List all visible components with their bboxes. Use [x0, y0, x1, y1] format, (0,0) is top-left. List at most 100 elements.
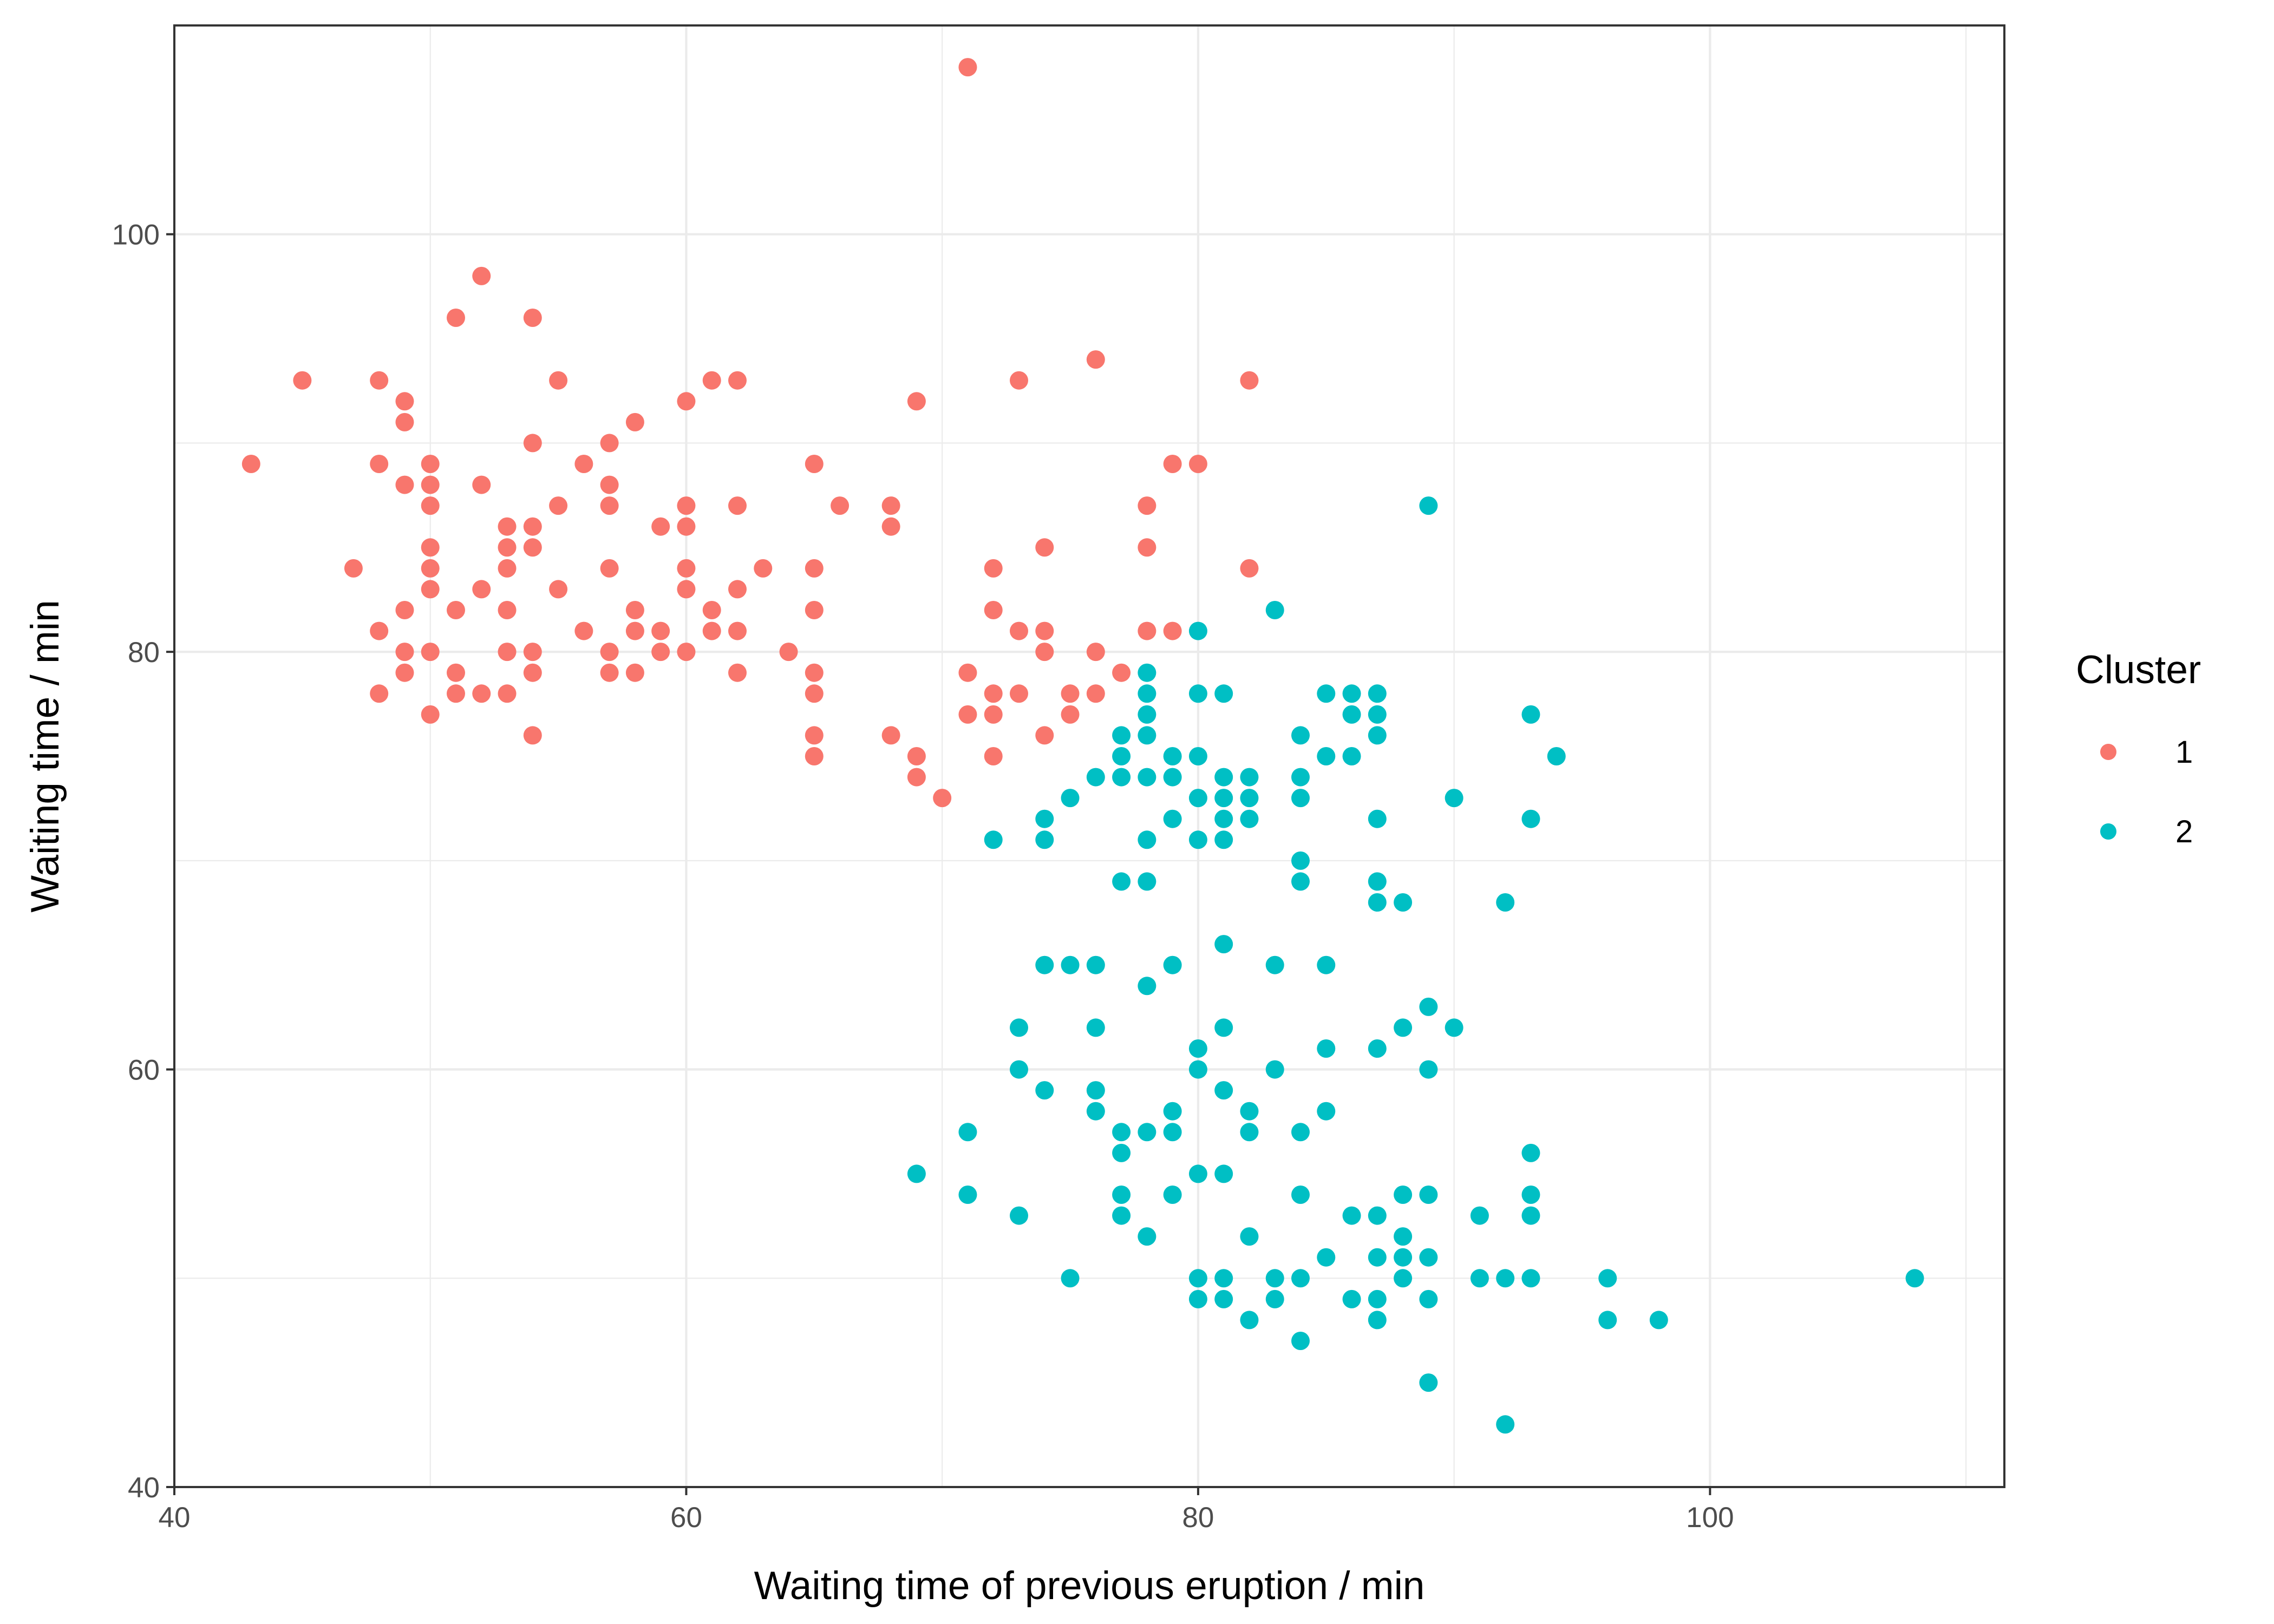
point-cluster-2	[1445, 1018, 1463, 1037]
point-cluster-1	[728, 663, 747, 682]
point-cluster-2	[1368, 1039, 1387, 1058]
point-cluster-2	[1214, 1164, 1233, 1183]
point-cluster-1	[523, 517, 542, 536]
point-cluster-1	[1138, 496, 1156, 515]
point-cluster-2	[1394, 893, 1413, 912]
point-cluster-2	[1138, 1227, 1156, 1246]
point-cluster-1	[421, 643, 440, 662]
point-cluster-2	[1291, 851, 1310, 870]
point-cluster-2	[1112, 1206, 1131, 1225]
point-cluster-2	[1342, 1289, 1361, 1308]
point-cluster-1	[1035, 726, 1054, 745]
point-cluster-1	[1188, 455, 1207, 473]
point-cluster-2	[1317, 747, 1336, 765]
point-cluster-2	[1163, 747, 1182, 765]
point-cluster-1	[984, 559, 1003, 578]
point-cluster-1	[754, 559, 773, 578]
point-cluster-2	[1138, 830, 1156, 849]
legend-key-cluster-1	[2100, 744, 2116, 760]
point-cluster-1	[574, 455, 593, 473]
point-cluster-1	[395, 475, 414, 494]
point-cluster-2	[1086, 955, 1105, 974]
point-cluster-2	[1188, 789, 1207, 808]
point-cluster-1	[549, 496, 568, 515]
point-cluster-2	[1112, 747, 1131, 765]
point-cluster-2	[1214, 830, 1233, 849]
legend-label-cluster-1: 1	[2175, 735, 2193, 770]
point-cluster-2	[1368, 726, 1387, 745]
point-cluster-1	[805, 726, 824, 745]
point-cluster-1	[1086, 643, 1105, 662]
point-cluster-2	[1419, 1186, 1438, 1204]
y-tick-label: 100	[112, 219, 160, 251]
point-cluster-1	[1035, 538, 1054, 557]
point-cluster-2	[1419, 1373, 1438, 1392]
point-cluster-1	[549, 371, 568, 390]
point-cluster-2	[1163, 1102, 1182, 1121]
point-cluster-2	[1163, 1186, 1182, 1204]
point-cluster-2	[1291, 1332, 1310, 1350]
point-cluster-2	[1291, 768, 1310, 787]
point-cluster-1	[1163, 621, 1182, 640]
point-cluster-2	[1138, 1123, 1156, 1142]
point-cluster-1	[370, 684, 389, 703]
point-cluster-1	[677, 392, 696, 411]
point-cluster-2	[1547, 747, 1566, 765]
point-cluster-2	[1010, 1060, 1028, 1079]
legend-label-cluster-2: 2	[2175, 814, 2193, 849]
point-cluster-1	[1086, 684, 1105, 703]
point-cluster-1	[421, 705, 440, 724]
point-cluster-1	[447, 684, 465, 703]
point-cluster-1	[1035, 643, 1054, 662]
point-cluster-2	[1061, 1269, 1080, 1288]
point-cluster-1	[933, 789, 952, 808]
point-cluster-2	[1496, 1415, 1515, 1434]
point-cluster-1	[831, 496, 850, 515]
point-cluster-2	[1342, 684, 1361, 703]
point-cluster-1	[1010, 684, 1028, 703]
point-cluster-2	[1394, 1018, 1413, 1037]
point-cluster-2	[1214, 935, 1233, 954]
point-cluster-1	[421, 559, 440, 578]
point-cluster-1	[472, 684, 491, 703]
point-cluster-1	[881, 726, 900, 745]
point-cluster-1	[651, 643, 670, 662]
point-cluster-2	[1368, 684, 1387, 703]
point-cluster-2	[1598, 1269, 1617, 1288]
point-cluster-2	[1905, 1269, 1924, 1288]
point-cluster-2	[1317, 684, 1336, 703]
point-cluster-2	[1214, 1081, 1233, 1100]
point-cluster-1	[728, 371, 747, 390]
point-cluster-2	[1112, 872, 1131, 891]
point-cluster-2	[1368, 809, 1387, 828]
legend: Cluster 1 2	[2076, 648, 2201, 849]
point-cluster-2	[1035, 955, 1054, 974]
x-tick-label: 60	[670, 1502, 702, 1534]
point-cluster-2	[1470, 1206, 1489, 1225]
point-cluster-2	[907, 1164, 926, 1183]
point-cluster-2	[1112, 768, 1131, 787]
point-cluster-1	[421, 496, 440, 515]
point-cluster-1	[498, 559, 517, 578]
point-cluster-1	[625, 621, 644, 640]
point-cluster-1	[984, 684, 1003, 703]
point-cluster-1	[728, 496, 747, 515]
point-cluster-1	[574, 621, 593, 640]
point-cluster-2	[1598, 1311, 1617, 1330]
point-cluster-2	[1342, 747, 1361, 765]
point-cluster-1	[1138, 538, 1156, 557]
point-cluster-2	[1342, 1206, 1361, 1225]
point-cluster-2	[1188, 747, 1207, 765]
point-cluster-1	[344, 559, 363, 578]
point-cluster-2	[1240, 1123, 1259, 1142]
point-cluster-2	[1291, 726, 1310, 745]
point-cluster-1	[600, 475, 619, 494]
point-cluster-1	[421, 580, 440, 599]
point-cluster-1	[702, 601, 721, 619]
point-cluster-1	[958, 705, 977, 724]
point-cluster-1	[1035, 621, 1054, 640]
x-tick-label: 80	[1182, 1502, 1214, 1534]
point-cluster-2	[1112, 726, 1131, 745]
point-cluster-1	[805, 601, 824, 619]
point-cluster-1	[728, 580, 747, 599]
